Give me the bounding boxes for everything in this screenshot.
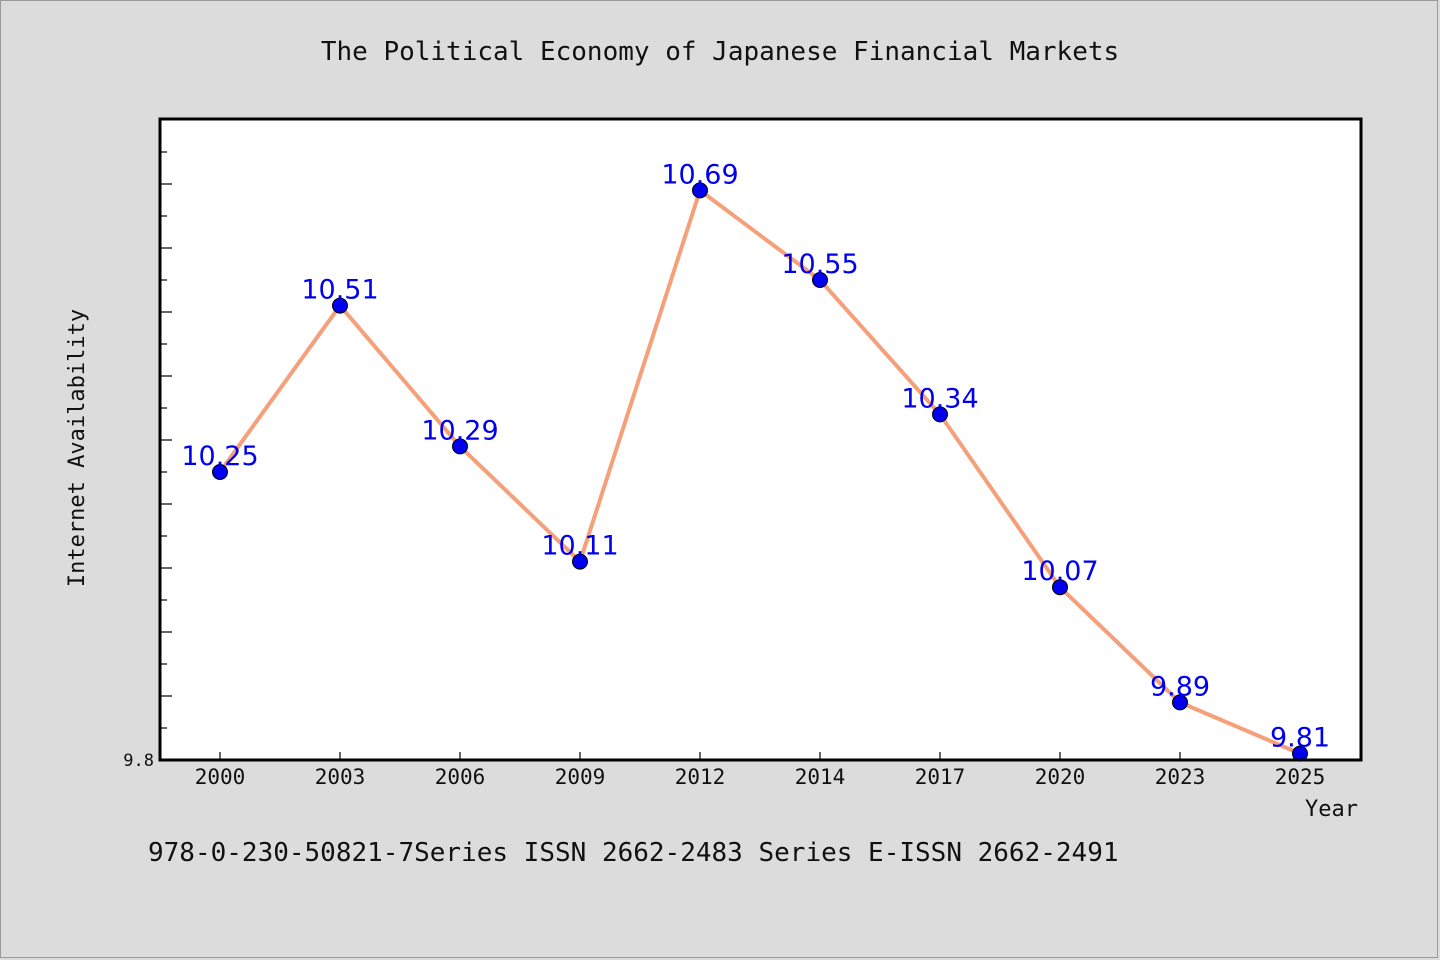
data-point-marker xyxy=(212,464,228,480)
data-value-label: 10.07 xyxy=(1021,556,1098,587)
x-tick-label: 2020 xyxy=(1035,765,1086,789)
y-axis-label: Internet Availability xyxy=(65,309,90,587)
x-axis-ticks: 2000 2003 2006 2009 2012 2014 2017 2020 2023 2025 xyxy=(195,752,1326,789)
data-value-label: 10.25 xyxy=(181,441,258,472)
data-point-marker xyxy=(932,406,948,423)
x-tick-label: 2017 xyxy=(915,765,966,789)
footer-isbn-text: 978-0-230-50821-7Series ISSN 2662-2483 S… xyxy=(148,838,1119,868)
x-tick-label: 2000 xyxy=(195,765,246,789)
x-tick-label: 2014 xyxy=(795,765,846,789)
data-point-marker xyxy=(572,553,588,570)
data-value-label: 9.81 xyxy=(1270,723,1330,754)
data-value-label: 9.89 xyxy=(1150,671,1210,702)
x-tick-label: 2023 xyxy=(1155,765,1206,789)
chart-title: The Political Economy of Japanese Financ… xyxy=(321,37,1119,67)
data-value-label: 10.34 xyxy=(901,383,978,414)
x-tick-label: 2003 xyxy=(315,765,366,789)
series-line xyxy=(218,188,1301,756)
x-tick-label: 2009 xyxy=(555,765,606,789)
data-point-marker xyxy=(812,272,828,288)
data-value-label: 10.51 xyxy=(301,275,378,306)
data-markers xyxy=(212,182,1308,762)
data-value-label: 10.55 xyxy=(781,249,858,280)
data-point-marker xyxy=(1172,694,1188,711)
x-tick-label: 2012 xyxy=(675,765,726,789)
data-point-marker xyxy=(332,297,348,314)
x-tick-label: 2025 xyxy=(1275,765,1326,789)
x-tick-label: 2006 xyxy=(435,765,486,789)
y-tick-label: 9.8 xyxy=(123,751,154,771)
plot-area xyxy=(160,119,1361,760)
data-labels: 10.25 10.51 10.29 10.11 10.69 10.55 10.34 10.07… xyxy=(181,159,1330,753)
plot-border xyxy=(158,117,1363,762)
data-point-marker xyxy=(452,438,468,455)
data-point-marker xyxy=(1052,579,1068,596)
series-line-group xyxy=(218,188,1301,756)
data-point-marker xyxy=(692,182,708,199)
data-value-label: 10.29 xyxy=(421,415,498,446)
x-axis-label: Year xyxy=(1305,797,1358,822)
data-value-label: 10.69 xyxy=(661,159,738,190)
data-value-label: 10.11 xyxy=(541,531,618,562)
